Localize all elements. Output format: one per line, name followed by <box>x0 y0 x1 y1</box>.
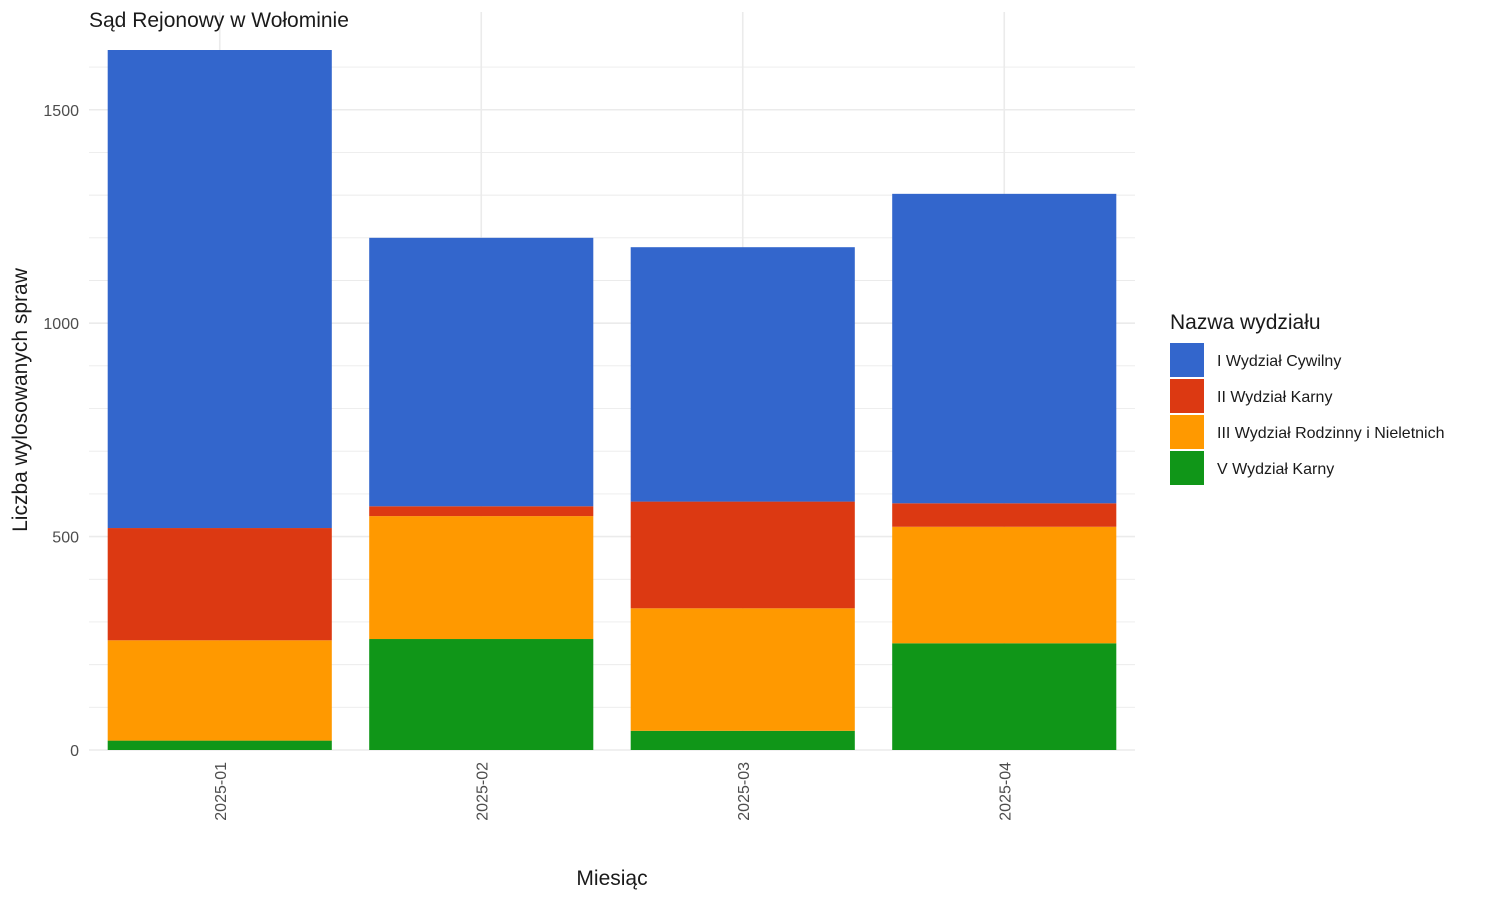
bars <box>107 50 1117 750</box>
x-tick-label: 2025-03 <box>736 762 753 821</box>
chart-title: Sąd Rejonowy w Wołominie <box>89 9 349 32</box>
legend-label: II Wydział Karny <box>1217 389 1332 406</box>
legend-label: V Wydział Karny <box>1217 461 1334 478</box>
bar-segment-2025-04-ii-wydział-karny <box>892 503 1117 527</box>
bar-segment-2025-01-v-wydział-karny <box>107 740 332 750</box>
bar-segment-2025-02-v-wydział-karny <box>369 639 594 750</box>
legend: Nazwa wydziału I Wydział Cywilny II Wydzi… <box>1170 311 1445 485</box>
bar-segment-2025-03-v-wydział-karny <box>630 730 855 750</box>
bar-segment-2025-03-i-wydział-cywilny <box>630 247 855 502</box>
y-tick-label: 0 <box>70 743 79 760</box>
bar-segment-2025-04-iii-wydział-rodzinny-i-nieletnich <box>892 526 1117 644</box>
legend-items: I Wydział Cywilny II Wydział Karny III Wyd… <box>1170 343 1445 485</box>
bar-segment-2025-04-v-wydział-karny <box>892 643 1117 750</box>
x-tick-label: 2025-02 <box>474 762 491 821</box>
bar-segment-2025-03-ii-wydział-karny <box>630 501 855 609</box>
x-tick-label: 2025-01 <box>213 762 230 821</box>
y-axis-label: Liczba wylosowanych spraw <box>9 267 32 532</box>
y-axis-ticks: 0 500 1000 1500 <box>43 103 79 760</box>
x-axis-label: Miesiąc <box>576 867 647 890</box>
legend-label: I Wydział Cywilny <box>1217 353 1341 370</box>
bar-segment-2025-03-iii-wydział-rodzinny-i-nieletnich <box>630 608 855 731</box>
y-tick-label: 1500 <box>43 103 79 120</box>
legend-swatch <box>1170 379 1204 413</box>
bar-segment-2025-02-i-wydział-cywilny <box>369 237 594 507</box>
x-tick-label: 2025-04 <box>997 762 1014 821</box>
x-axis-ticks: 2025-01 2025-02 2025-03 2025-04 <box>213 762 1015 821</box>
legend-swatch <box>1170 343 1204 377</box>
bar-segment-2025-01-ii-wydział-karny <box>107 528 332 641</box>
legend-label: III Wydział Rodzinny i Nieletnich <box>1217 425 1445 442</box>
bar-segment-2025-01-iii-wydział-rodzinny-i-nieletnich <box>107 640 332 741</box>
legend-swatch <box>1170 451 1204 485</box>
bar-segment-2025-01-i-wydział-cywilny <box>107 50 332 529</box>
bar-segment-2025-04-i-wydział-cywilny <box>892 193 1117 504</box>
legend-swatch <box>1170 415 1204 449</box>
bar-segment-2025-02-iii-wydział-rodzinny-i-nieletnich <box>369 516 594 640</box>
legend-title: Nazwa wydziału <box>1170 311 1321 334</box>
y-tick-label: 500 <box>52 530 79 547</box>
bar-segment-2025-02-ii-wydział-karny <box>369 506 594 517</box>
y-tick-label: 1000 <box>43 316 79 333</box>
